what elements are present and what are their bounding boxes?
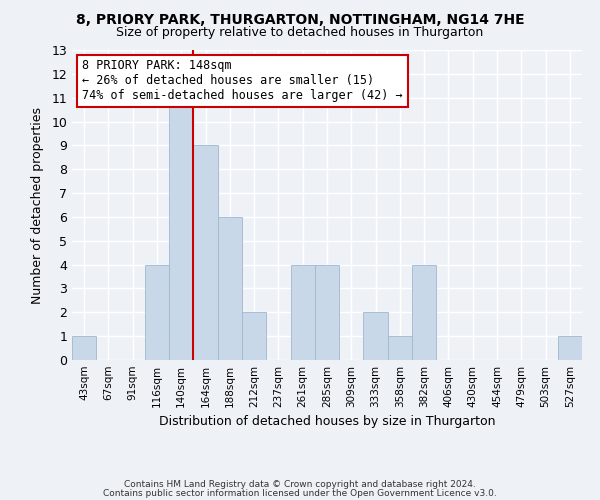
Bar (315, 264, 339, 360)
Text: 8, PRIORY PARK, THURGARTON, NOTTINGHAM, NG14 7HE: 8, PRIORY PARK, THURGARTON, NOTTINGHAM, … (76, 12, 524, 26)
Bar (558, 336, 582, 360)
Bar (364, 312, 388, 360)
Bar (388, 336, 412, 360)
Bar (72, 336, 96, 360)
Text: 8 PRIORY PARK: 148sqm
← 26% of detached houses are smaller (15)
74% of semi-deta: 8 PRIORY PARK: 148sqm ← 26% of detached … (82, 60, 403, 102)
Text: Size of property relative to detached houses in Thurgarton: Size of property relative to detached ho… (116, 26, 484, 39)
Text: Contains public sector information licensed under the Open Government Licence v3: Contains public sector information licen… (103, 488, 497, 498)
Bar (193, 146, 218, 360)
Bar (218, 217, 242, 360)
X-axis label: Distribution of detached houses by size in Thurgarton: Distribution of detached houses by size … (159, 416, 495, 428)
Bar (145, 264, 169, 360)
Bar (169, 98, 193, 360)
Bar (412, 264, 436, 360)
Text: Contains HM Land Registry data © Crown copyright and database right 2024.: Contains HM Land Registry data © Crown c… (124, 480, 476, 489)
Y-axis label: Number of detached properties: Number of detached properties (31, 106, 44, 304)
Bar (242, 312, 266, 360)
Bar (290, 264, 315, 360)
